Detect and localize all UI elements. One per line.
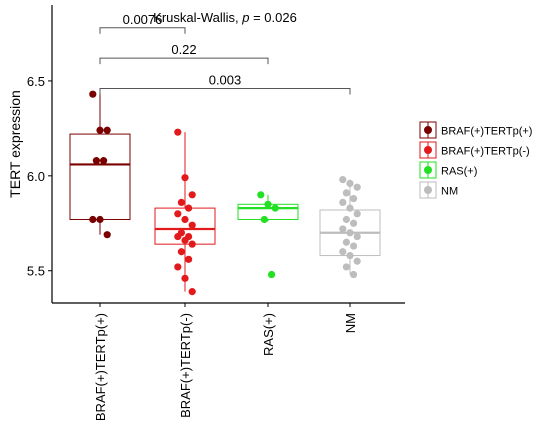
legend-item: BRAF(+)TERTp(+) [419, 121, 532, 139]
bracket-line [99, 27, 186, 34]
comparison-bracket: 0.003 [99, 73, 351, 95]
data-point [264, 200, 272, 208]
data-point [174, 232, 182, 241]
comparison-bracket: 0.0076 [99, 12, 186, 34]
legend-item: RAS(+) [419, 161, 477, 179]
plot-area: 5.5 6.0 6.5 BRAF(+)TERTp(+) BRAF(+)TERTp(-) R… [27, 5, 405, 421]
box-group [69, 90, 131, 239]
data-point [185, 255, 193, 263]
data-point [260, 215, 268, 224]
legend-label: NM [441, 186, 458, 198]
data-point [185, 204, 193, 212]
title-p: p [241, 10, 249, 25]
data-point [103, 126, 111, 134]
data-point [174, 210, 182, 218]
data-point [89, 215, 97, 224]
data-point [96, 215, 104, 224]
data-point [346, 179, 354, 188]
data-point [268, 270, 276, 279]
data-point [181, 215, 189, 224]
p-value-label: 0.22 [171, 42, 196, 57]
data-point [188, 240, 196, 248]
y-tick-label: 5.5 [27, 264, 45, 279]
data-point [181, 274, 189, 282]
legend: BRAF(+)TERTp(+) BRAF(+)TERTp(-) RAS(+) NM [419, 121, 532, 199]
data-point [177, 198, 185, 207]
legend-label: BRAF(+)TERTp(-) [441, 146, 530, 158]
data-point [89, 90, 97, 98]
data-point [353, 183, 361, 191]
data-point [346, 229, 354, 237]
data-point [339, 198, 347, 207]
data-point [339, 248, 347, 256]
legend-item: NM [419, 181, 458, 199]
legend-key-dot [424, 186, 432, 194]
x-tick-label: NM [343, 313, 358, 333]
bracket-line [99, 88, 351, 95]
legend-item: BRAF(+)TERTp(-) [419, 141, 530, 159]
data-point [350, 242, 358, 250]
x-tick-label: RAS(+) [261, 313, 276, 356]
x-tick-label: BRAF(+)TERTp(+) [93, 313, 108, 421]
data-point [103, 231, 111, 239]
data-point [350, 219, 358, 227]
box-group [237, 191, 299, 279]
data-point [174, 263, 182, 271]
data-point [342, 263, 350, 271]
y-axis-label: TERT expression [7, 90, 23, 198]
title-prefix: Kruskal-Wallis, [153, 10, 242, 25]
box [69, 133, 131, 220]
box-group [319, 176, 381, 279]
title-suffix: = 0.026 [249, 10, 296, 25]
y-tick-label: 6.0 [27, 169, 45, 184]
data-point [92, 157, 100, 165]
data-point [100, 157, 108, 165]
data-point [353, 232, 361, 241]
data-point [188, 221, 196, 229]
data-point [342, 189, 350, 197]
data-point [257, 191, 265, 199]
data-point [350, 195, 358, 203]
data-point [96, 126, 104, 134]
data-point [188, 288, 196, 296]
data-point [181, 174, 189, 182]
chart-title: Kruskal-Wallis, p = 0.026 [153, 10, 297, 25]
legend-label: BRAF(+)TERTp(+) [441, 126, 532, 138]
data-point [353, 257, 361, 265]
data-point [339, 176, 347, 184]
x-tick-label: BRAF(+)TERTp(-) [178, 313, 193, 418]
y-tick-label: 6.5 [27, 74, 45, 89]
data-point [346, 204, 354, 212]
data-point [339, 225, 347, 233]
data-point [353, 210, 361, 218]
data-point [271, 204, 279, 212]
data-point [174, 128, 182, 136]
data-point [342, 238, 350, 246]
comparison-bracket: 0.22 [99, 42, 269, 65]
legend-key-dot [424, 146, 432, 154]
data-point [188, 191, 196, 199]
data-point [346, 251, 354, 260]
legend-key-dot [424, 126, 432, 134]
p-value-label: 0.0076 [123, 12, 163, 27]
data-point [342, 215, 350, 224]
legend-key-dot [424, 166, 432, 174]
p-value-label: 0.003 [209, 73, 242, 88]
data-point [181, 236, 189, 244]
legend-label: RAS(+) [441, 166, 477, 178]
data-point [177, 248, 185, 256]
box-group [154, 128, 216, 296]
box [154, 207, 216, 245]
data-point [350, 270, 358, 279]
bracket-line [99, 57, 269, 65]
